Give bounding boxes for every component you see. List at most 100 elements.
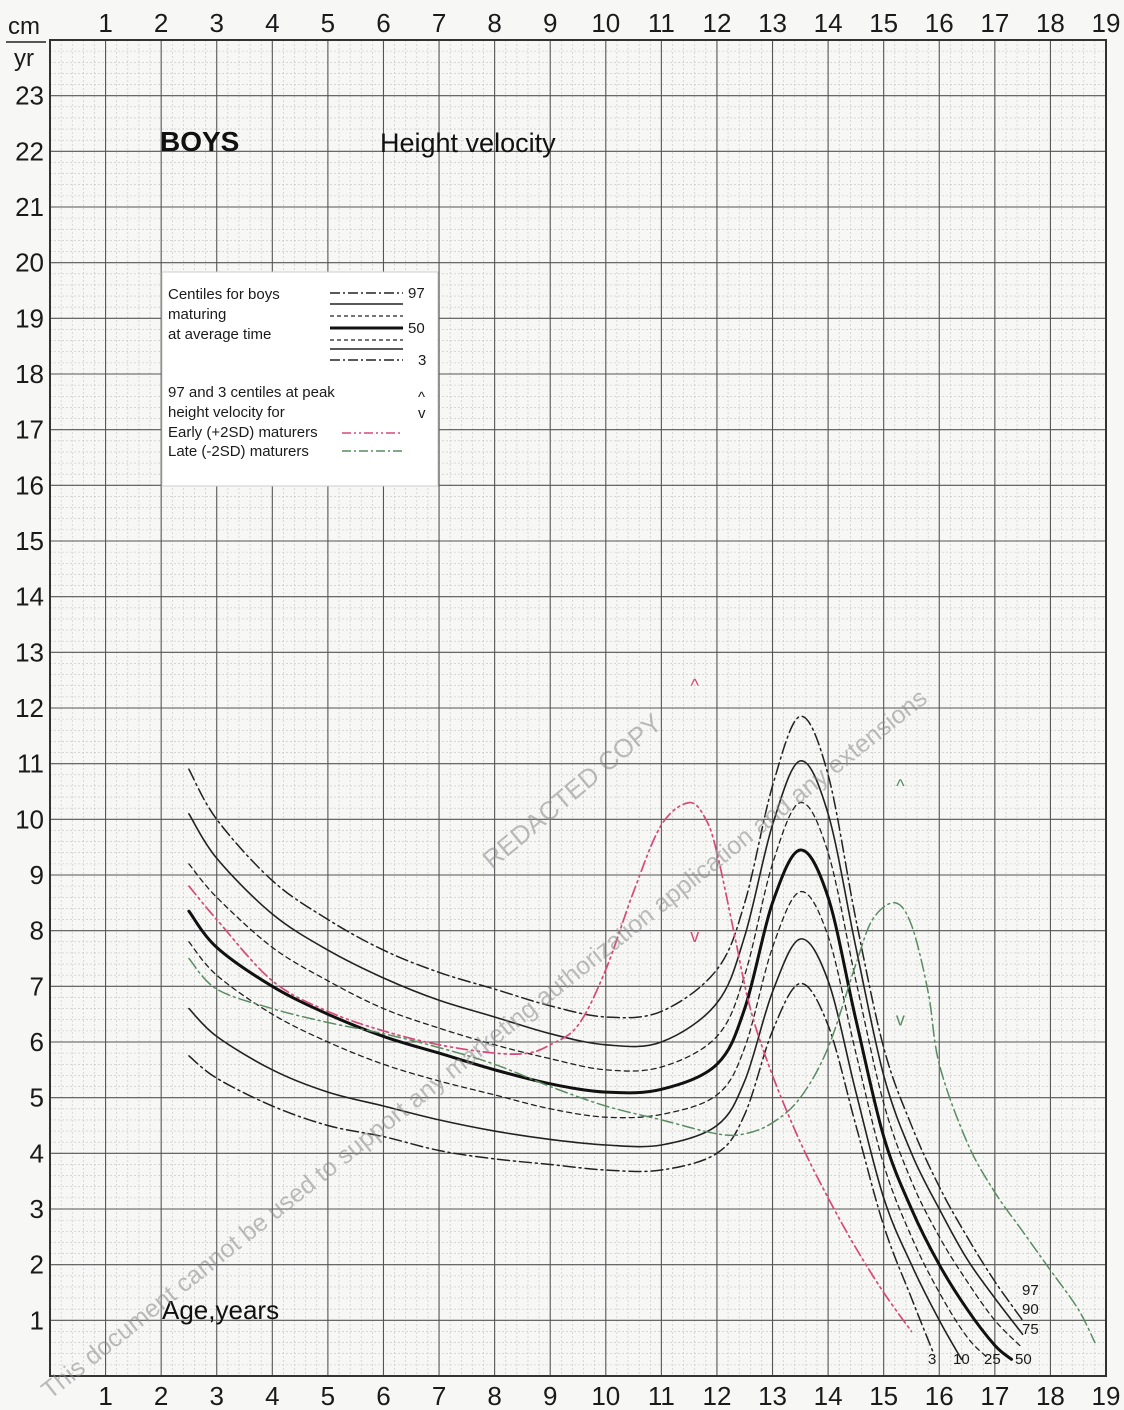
x-tick-label-bottom: 7 xyxy=(432,1381,446,1410)
x-tick-label-top: 18 xyxy=(1036,8,1065,38)
legend-box xyxy=(161,271,439,487)
x-tick-label-bottom: 3 xyxy=(210,1381,224,1410)
x-tick-label-bottom: 12 xyxy=(702,1381,731,1410)
x-tick-label-top: 7 xyxy=(432,8,446,38)
legend-heading-line-3: at average time xyxy=(168,326,271,343)
series-line-3 xyxy=(188,982,935,1355)
plot-frame xyxy=(49,39,1107,1377)
y-tick-label: 16 xyxy=(15,470,44,500)
y-tick-label: 5 xyxy=(30,1083,44,1113)
x-tick-label-top: 9 xyxy=(543,8,557,38)
y-tick-label: 21 xyxy=(15,192,44,222)
legend-peak-line-1: 97 and 3 centiles at peak xyxy=(168,384,335,401)
x-axis-label: Age,years xyxy=(162,1295,279,1325)
x-tick-label-bottom: 4 xyxy=(265,1381,279,1410)
legend-late-label: Late (-2SD) maturers xyxy=(168,443,309,460)
peak-markers: ^ v ^ v xyxy=(690,676,905,1030)
peak-marker: v xyxy=(896,1010,905,1030)
series-line-early-2sd-maturers xyxy=(188,801,913,1333)
x-tick-label-top: 17 xyxy=(980,8,1009,38)
x-tick-label-top: 15 xyxy=(869,8,898,38)
peak-marker: v xyxy=(690,926,699,946)
legend-peak-line-2: height velocity for xyxy=(168,404,285,421)
x-tick-label-bottom: 15 xyxy=(869,1381,898,1410)
x-tick-label-bottom: 8 xyxy=(487,1381,501,1410)
y-tick-label: 19 xyxy=(15,303,44,333)
x-tick-label-top: 16 xyxy=(925,8,954,38)
x-tick-label-top: 2 xyxy=(154,8,168,38)
x-tick-label-bottom: 5 xyxy=(321,1381,335,1410)
series-line-late-2sd-maturers xyxy=(188,902,1096,1344)
y-tick-label: 2 xyxy=(30,1250,44,1280)
y-tick-label: 15 xyxy=(15,526,44,556)
y-tick-label: 10 xyxy=(15,804,44,834)
peak-marker: ^ xyxy=(690,676,699,696)
y-tick-label: 14 xyxy=(15,582,44,612)
series-line-90 xyxy=(188,760,1024,1336)
x-tick-label-bottom: 14 xyxy=(814,1381,843,1410)
y-tick-label: 3 xyxy=(30,1194,44,1224)
y-tick-label: 4 xyxy=(30,1138,44,1168)
x-tick-label-top: 13 xyxy=(758,8,787,38)
end-label-25: 25 xyxy=(984,1351,1001,1368)
y-tick-label: 9 xyxy=(30,860,44,890)
x-tick-label-top: 4 xyxy=(265,8,279,38)
y-tick-label: 8 xyxy=(30,916,44,946)
y-tick-label: 17 xyxy=(15,415,44,445)
series-line-97 xyxy=(188,715,1024,1322)
peak-marker: ^ xyxy=(896,776,905,796)
y-tick-label: 1 xyxy=(30,1305,44,1335)
x-tick-label-top: 11 xyxy=(648,8,675,38)
x-tick-label-bottom: 19 xyxy=(1092,1381,1121,1410)
chart-title: BOYS xyxy=(160,126,239,157)
x-tick-label-bottom: 18 xyxy=(1036,1381,1065,1410)
legend-label-50: 50 xyxy=(408,320,425,337)
x-tick-label-top: 1 xyxy=(98,8,112,38)
x-tick-label-top: 19 xyxy=(1092,8,1121,38)
y-tick-label: 20 xyxy=(15,248,44,278)
major-grid xyxy=(50,40,1106,1376)
x-tick-label-bottom: 11 xyxy=(648,1381,675,1410)
end-labels: 97 90 75 3 10 25 50 xyxy=(928,1282,1039,1368)
end-label-75: 75 xyxy=(1022,1321,1039,1338)
x-tick-label-top: 6 xyxy=(376,8,390,38)
y-tick-label: 6 xyxy=(30,1027,44,1057)
legend-early-label: Early (+2SD) maturers xyxy=(168,424,318,441)
x-tick-label-top: 5 xyxy=(321,8,335,38)
end-label-10: 10 xyxy=(953,1351,970,1368)
axis-ticks: 1122334455667788991010111112121313141415… xyxy=(15,8,1120,1410)
series-line-10 xyxy=(188,938,963,1361)
end-label-90: 90 xyxy=(1022,1301,1039,1318)
x-tick-label-bottom: 9 xyxy=(543,1381,557,1410)
y-tick-label: 13 xyxy=(15,637,44,667)
x-tick-label-top: 8 xyxy=(487,8,501,38)
x-tick-label-bottom: 10 xyxy=(591,1381,620,1410)
series-layer xyxy=(187,715,1096,1361)
x-tick-label-bottom: 13 xyxy=(758,1381,787,1410)
series-line-75 xyxy=(188,801,1024,1349)
legend-label-97: 97 xyxy=(408,285,425,302)
y-tick-label: 18 xyxy=(15,359,44,389)
end-label-50: 50 xyxy=(1015,1351,1032,1368)
unit-top-label: cm xyxy=(8,13,40,40)
x-tick-label-top: 12 xyxy=(702,8,731,38)
legend-heading-line-1: Centiles for boys xyxy=(168,286,280,303)
legend-label-3: 3 xyxy=(418,352,426,369)
x-tick-label-bottom: 2 xyxy=(154,1381,168,1410)
legend: Centiles for boys maturing at average ti… xyxy=(161,271,439,487)
y-tick-label: 23 xyxy=(15,81,44,111)
unit-bottom-label: yr xyxy=(14,45,34,72)
legend-heading-line-2: maturing xyxy=(168,306,226,323)
series-line-25 xyxy=(188,891,990,1360)
end-label-3: 3 xyxy=(928,1351,936,1368)
legend-peak-up-symbol: ^ xyxy=(418,389,425,406)
x-tick-label-bottom: 1 xyxy=(98,1381,112,1410)
y-tick-label: 11 xyxy=(17,749,44,779)
y-tick-label: 22 xyxy=(15,136,44,166)
y-tick-label: 7 xyxy=(30,971,44,1001)
x-tick-label-top: 3 xyxy=(210,8,224,38)
x-tick-label-top: 10 xyxy=(591,8,620,38)
y-tick-label: 12 xyxy=(15,693,44,723)
